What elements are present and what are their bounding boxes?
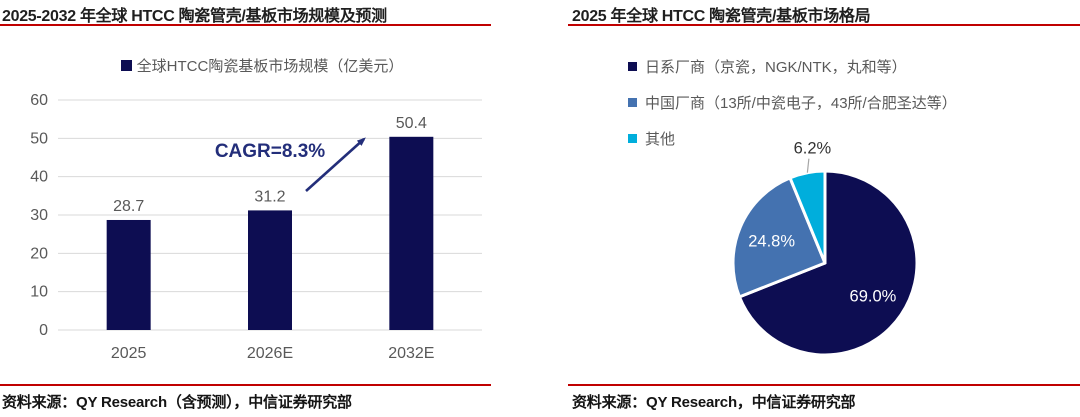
bar-chart-legend: 全球HTCC陶瓷基板市场规模（亿美元） bbox=[0, 55, 524, 76]
bar-chart-panel: 2025-2032 年全球 HTCC 陶瓷管壳/基板市场规模及预测 全球HTCC… bbox=[0, 8, 524, 411]
pie-label-inside: 69.0% bbox=[850, 288, 897, 306]
pie-slice-0 bbox=[737, 169, 919, 357]
y-tick-label: 60 bbox=[30, 92, 48, 109]
legend-label-japan: 日系厂商（京瓷，NGK/NTK，丸和等） bbox=[645, 59, 907, 76]
bar-2032E bbox=[389, 136, 434, 330]
bar-2025 bbox=[106, 219, 151, 330]
bar-value-label: 28.7 bbox=[113, 198, 144, 215]
legend-item-china: 中国厂商（13所/中瓷电子，43所/合肥圣达等） bbox=[628, 92, 957, 113]
legend-marker-cyan-icon bbox=[628, 134, 637, 143]
pie-label-inside: 24.8% bbox=[748, 232, 795, 250]
legend-item-others: 其他 bbox=[628, 128, 957, 149]
y-tick-label: 30 bbox=[30, 207, 48, 224]
footer-rule-right bbox=[568, 384, 1080, 386]
bar-chart-title: 2025-2032 年全球 HTCC 陶瓷管壳/基板市场规模及预测 bbox=[2, 8, 387, 25]
bar-2026E bbox=[248, 210, 292, 330]
source-note-left: 资料来源：QY Research（含预测），中信证券研究部 bbox=[2, 394, 352, 411]
legend-marker-blue-icon bbox=[628, 98, 637, 107]
legend-marker-navy-icon bbox=[628, 62, 637, 71]
cagr-annotation: CAGR=8.3% bbox=[215, 141, 325, 162]
x-axis-label: 2032E bbox=[388, 345, 434, 362]
bar-chart: 0 10 20 30 40 50 60 28.7 2025 31.2 2026E 50.4 2032E C… bbox=[30, 92, 482, 362]
pie-leader-line bbox=[806, 158, 810, 173]
bar-value-label: 31.2 bbox=[254, 188, 285, 205]
growth-arrow-icon bbox=[305, 137, 366, 192]
y-tick-label: 40 bbox=[30, 169, 48, 186]
y-tick-label: 50 bbox=[30, 130, 48, 147]
legend-item-japan: 日系厂商（京瓷，NGK/NTK，丸和等） bbox=[628, 56, 957, 77]
title-underline-left bbox=[0, 24, 491, 26]
pie-chart-legend: 日系厂商（京瓷，NGK/NTK，丸和等） 中国厂商（13所/中瓷电子，43所/合… bbox=[628, 56, 957, 149]
pie-chart-title: 2025 年全球 HTCC 陶瓷管壳/基板市场格局 bbox=[572, 8, 871, 25]
x-axis-label: 2026E bbox=[247, 345, 293, 362]
pie-chart: 69.0% 24.8% 6.2% bbox=[731, 140, 919, 357]
pie-label-outside: 6.2% bbox=[794, 140, 832, 158]
x-axis-label: 2025 bbox=[111, 345, 147, 362]
legend-label-china: 中国厂商（13所/中瓷电子，43所/合肥圣达等） bbox=[645, 95, 957, 112]
y-tick-label: 0 bbox=[39, 322, 48, 339]
pie-chart-panel: 2025 年全球 HTCC 陶瓷管壳/基板市场格局 日系厂商（京瓷，NGK/NT… bbox=[540, 0, 1080, 417]
bar-value-label: 50.4 bbox=[396, 115, 427, 132]
y-tick-label: 20 bbox=[30, 245, 48, 262]
source-note-right: 资料来源：QY Research，中信证券研究部 bbox=[572, 394, 856, 411]
bar-legend-label: 全球HTCC陶瓷基板市场规模（亿美元） bbox=[136, 58, 404, 75]
y-tick-label: 10 bbox=[30, 284, 48, 301]
footer-rule-left bbox=[0, 384, 491, 386]
legend-marker-navy-icon bbox=[120, 60, 132, 71]
legend-label-others: 其他 bbox=[645, 131, 676, 148]
title-underline-right bbox=[568, 24, 1080, 26]
pie-slice-2 bbox=[788, 169, 827, 265]
